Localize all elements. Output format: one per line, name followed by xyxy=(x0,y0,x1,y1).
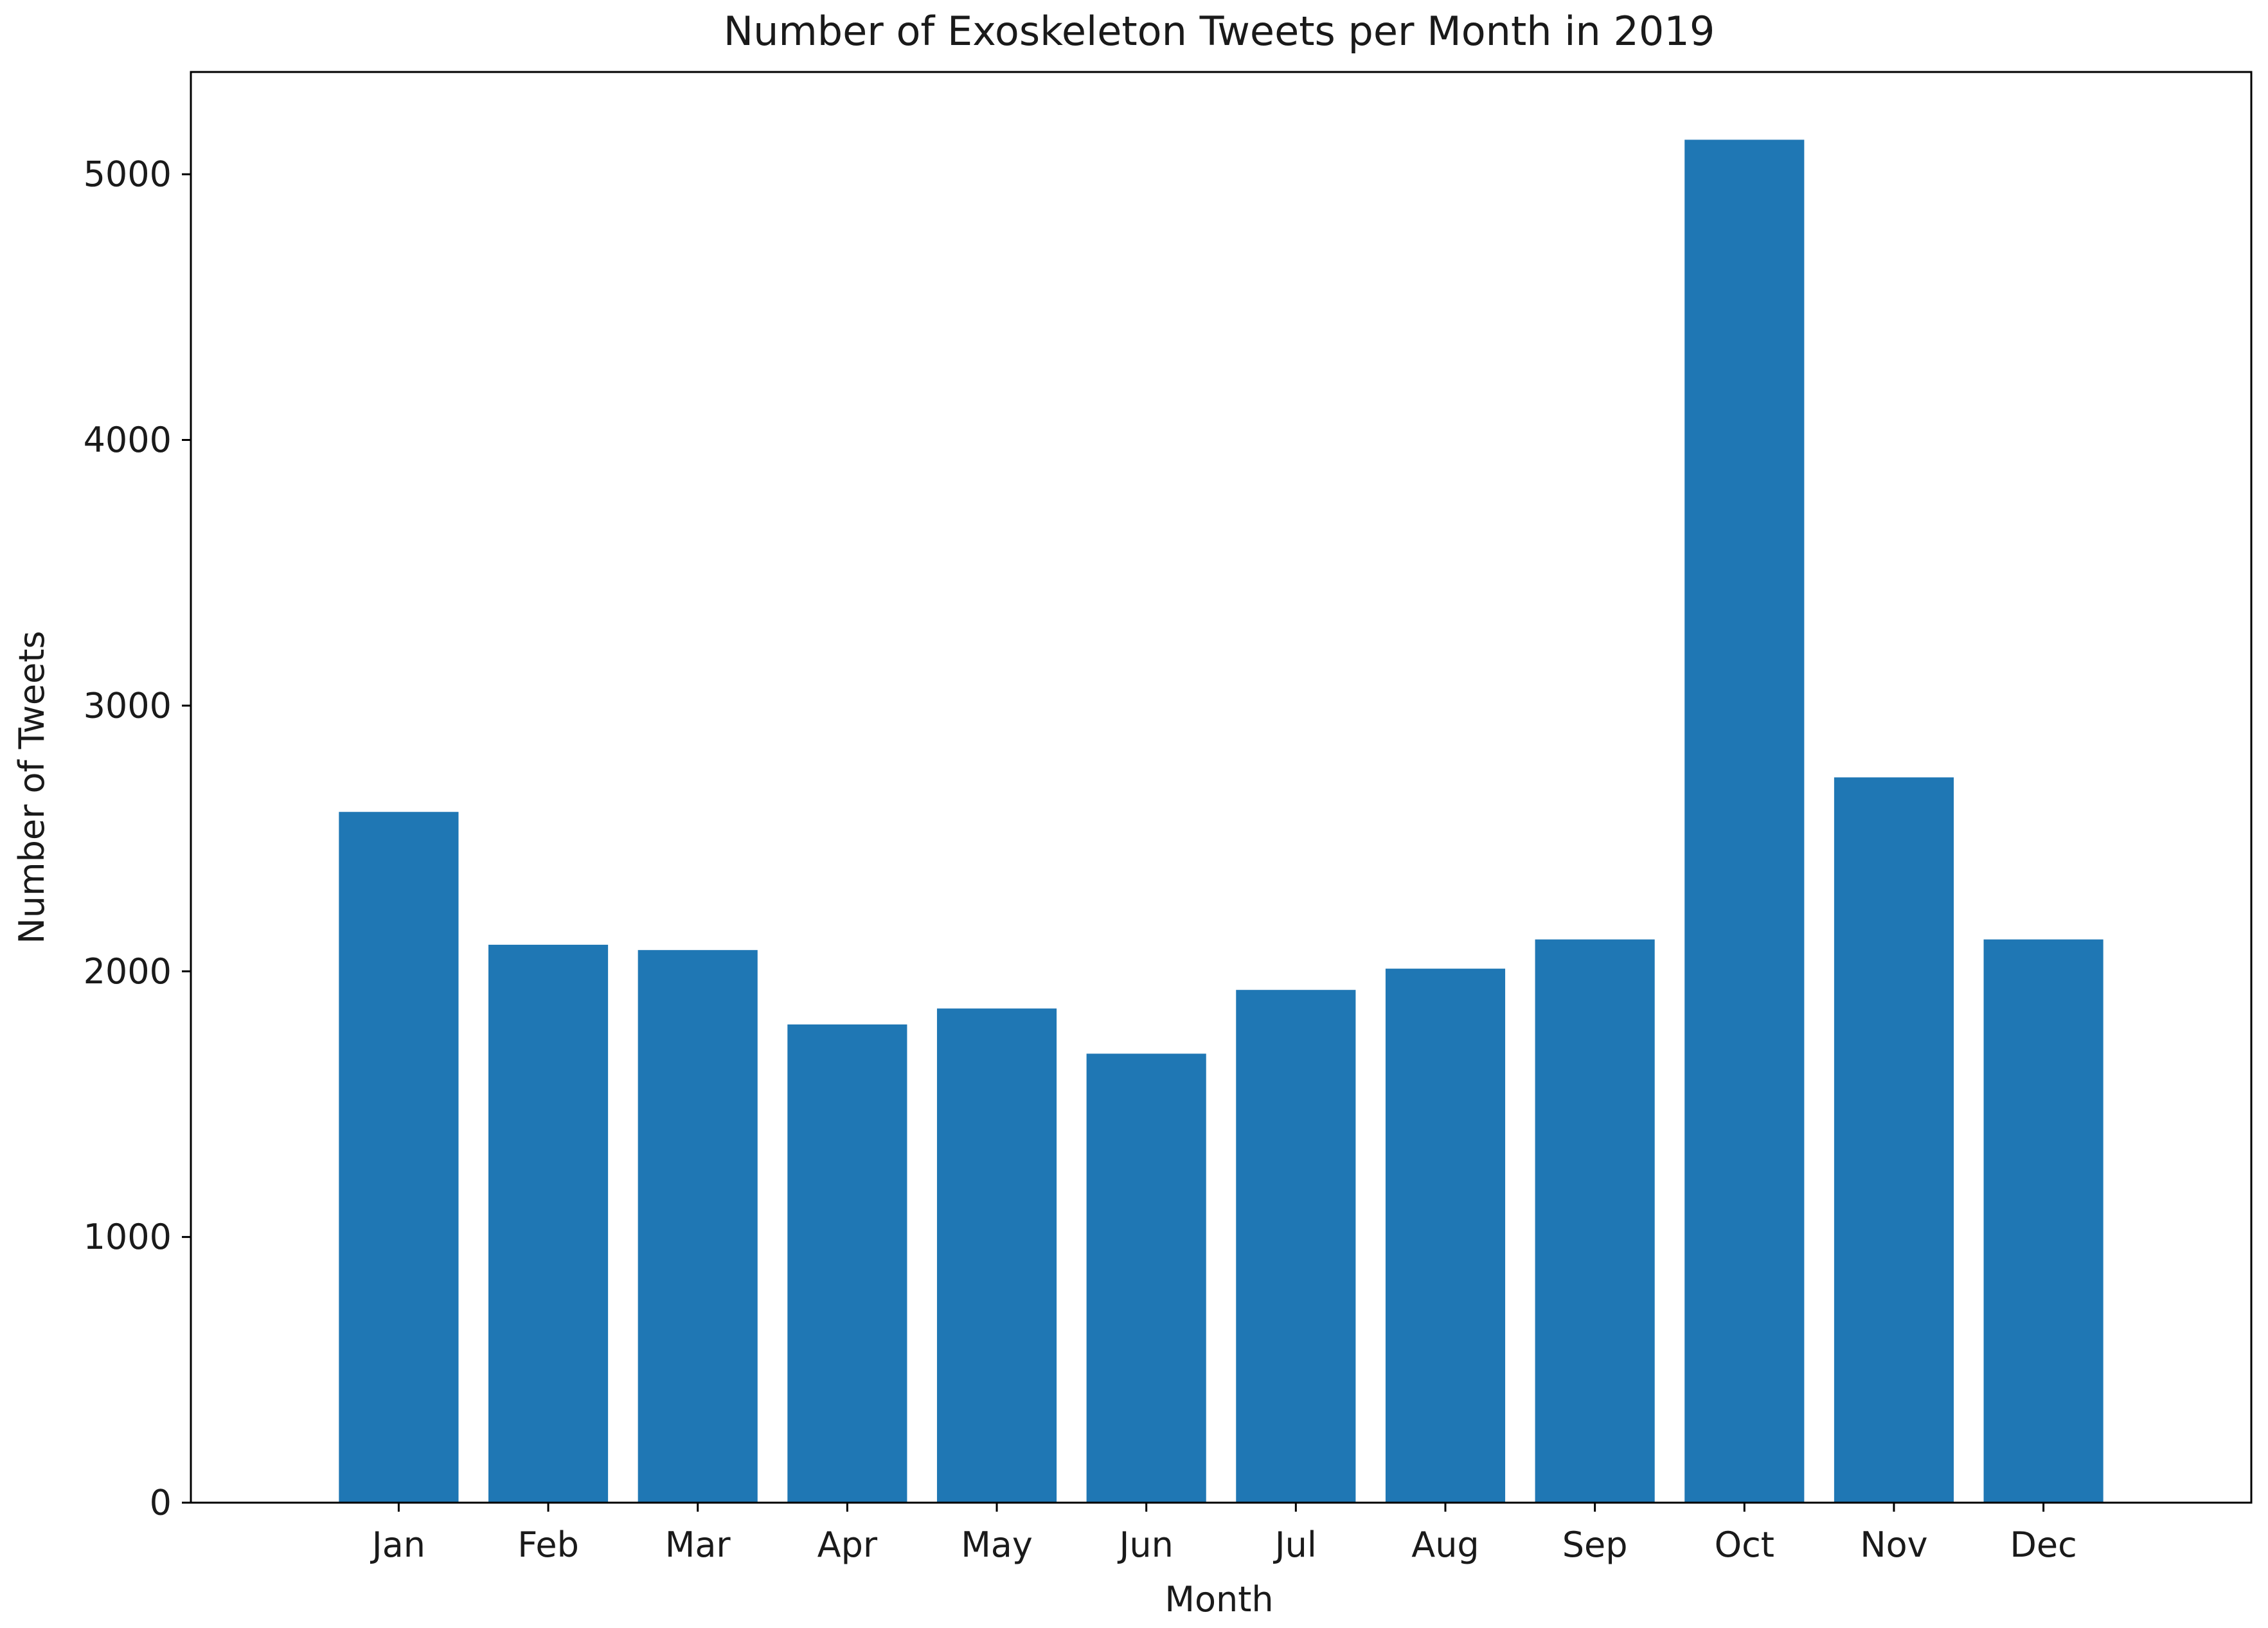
x-tick-label: Jun xyxy=(1117,1525,1173,1565)
bar-may xyxy=(936,1008,1057,1503)
x-tick-label: Mar xyxy=(665,1525,731,1565)
y-tick-label: 4000 xyxy=(84,420,172,460)
y-tick-label: 5000 xyxy=(84,154,172,195)
x-tick-label: May xyxy=(961,1525,1033,1565)
bar-sep xyxy=(1535,939,1655,1503)
bar-oct xyxy=(1684,139,1805,1503)
x-tick-label: Dec xyxy=(2010,1525,2077,1565)
bar-apr xyxy=(787,1024,907,1503)
plot-frame xyxy=(190,71,2253,1504)
y-tick-label: 0 xyxy=(150,1483,172,1523)
bar-jul xyxy=(1236,990,1356,1503)
x-tick-label: Nov xyxy=(1860,1525,1927,1565)
x-tick-label: Feb xyxy=(517,1525,579,1565)
y-tick-label: 1000 xyxy=(84,1217,172,1257)
bar-dec xyxy=(1983,939,2103,1503)
x-tick-label: Sep xyxy=(1562,1525,1628,1565)
bar-jun xyxy=(1086,1053,1206,1503)
x-tick-label: Oct xyxy=(1715,1525,1774,1565)
bar-feb xyxy=(488,944,609,1503)
x-tick-label: Apr xyxy=(817,1525,878,1565)
x-tick-label: Jul xyxy=(1273,1525,1317,1565)
bar-jan xyxy=(339,812,459,1503)
y-axis-ticks: 0 1000 2000 3000 4000 5000 xyxy=(84,154,191,1523)
x-axis-label: Month xyxy=(1165,1579,1273,1620)
bars-group xyxy=(339,139,2103,1503)
y-tick-label: 3000 xyxy=(84,685,172,726)
bar-nov xyxy=(1834,777,1954,1503)
chart-title: Number of Exoskeleton Tweets per Month i… xyxy=(724,8,1715,55)
bar-mar xyxy=(638,950,758,1503)
x-tick-label: Aug xyxy=(1411,1525,1479,1565)
y-axis-label: Number of Tweets xyxy=(12,631,52,944)
y-tick-label: 2000 xyxy=(84,951,172,992)
x-tick-label: Jan xyxy=(370,1525,425,1565)
bar-aug xyxy=(1385,969,1506,1503)
x-axis-ticks: Jan Feb Mar Apr May Jun Jul Aug Sep Oct Nov Dec xyxy=(370,1503,2077,1565)
